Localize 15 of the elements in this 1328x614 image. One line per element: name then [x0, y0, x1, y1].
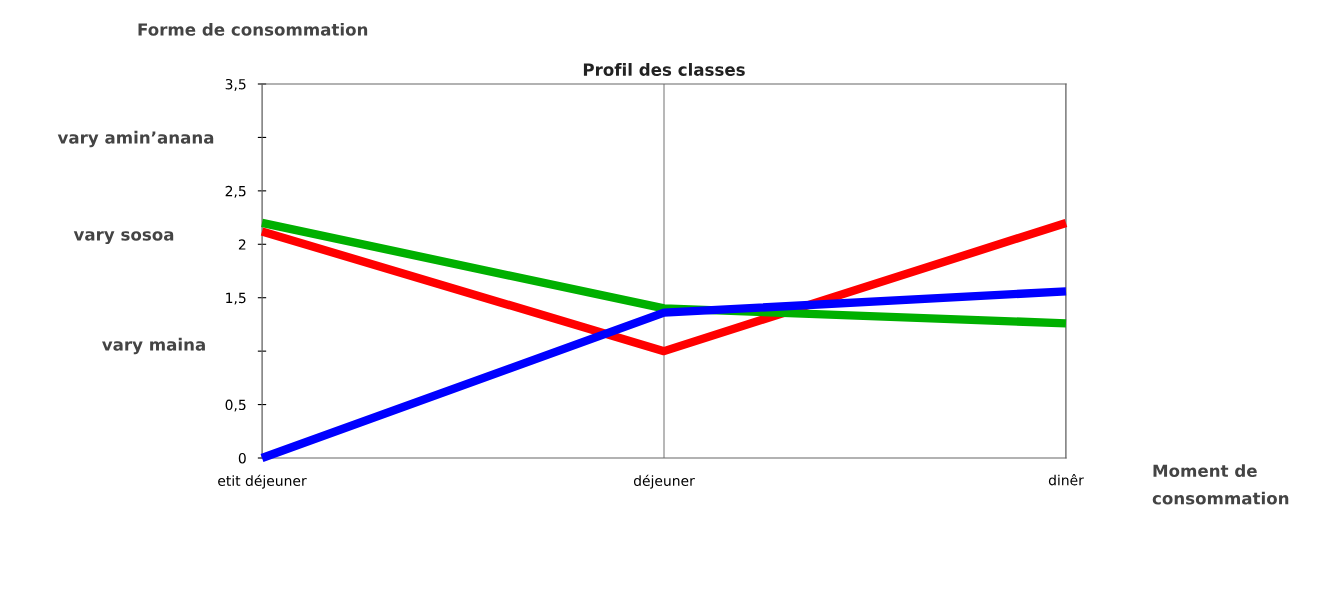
x-tick-label: dinêr	[1048, 474, 1084, 486]
x-axis-title: Moment de consommation	[1152, 464, 1289, 505]
x-tick-label: etit déjeuner	[218, 474, 307, 489]
text: vary maina	[102, 337, 205, 355]
y-tick-label: 3,5	[225, 78, 246, 91]
y-tick-label: 2,5	[225, 185, 246, 198]
text: vary amin’anana	[57, 130, 214, 148]
y-axis-title: Forme de consommation	[138, 22, 368, 36]
chart-title: Profil des classes	[583, 63, 745, 76]
y-tick-label: 0,5	[225, 399, 246, 412]
text: vary sosoa	[73, 231, 174, 245]
x-tick-label: déjeuner	[633, 474, 695, 489]
y-tick-label: 1,5	[226, 292, 246, 305]
y-tick-label: 0	[238, 452, 246, 464]
y-tick-label: 2	[238, 239, 246, 250]
